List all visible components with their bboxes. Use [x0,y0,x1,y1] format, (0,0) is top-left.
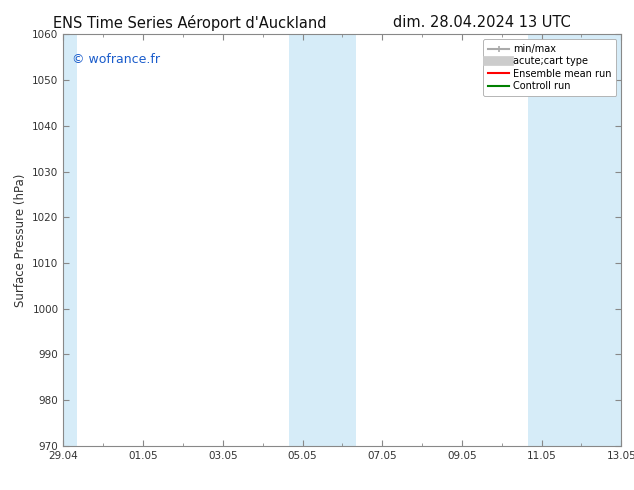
Text: © wofrance.fr: © wofrance.fr [72,53,160,66]
Y-axis label: Surface Pressure (hPa): Surface Pressure (hPa) [14,173,27,307]
Text: dim. 28.04.2024 13 UTC: dim. 28.04.2024 13 UTC [393,15,571,30]
Bar [527,34,621,446]
Text: ENS Time Series Aéroport d'Auckland: ENS Time Series Aéroport d'Auckland [53,15,327,31]
Bar [63,34,77,446]
Legend: min/max, acute;cart type, Ensemble mean run, Controll run: min/max, acute;cart type, Ensemble mean … [483,39,616,96]
Bar [288,34,356,446]
